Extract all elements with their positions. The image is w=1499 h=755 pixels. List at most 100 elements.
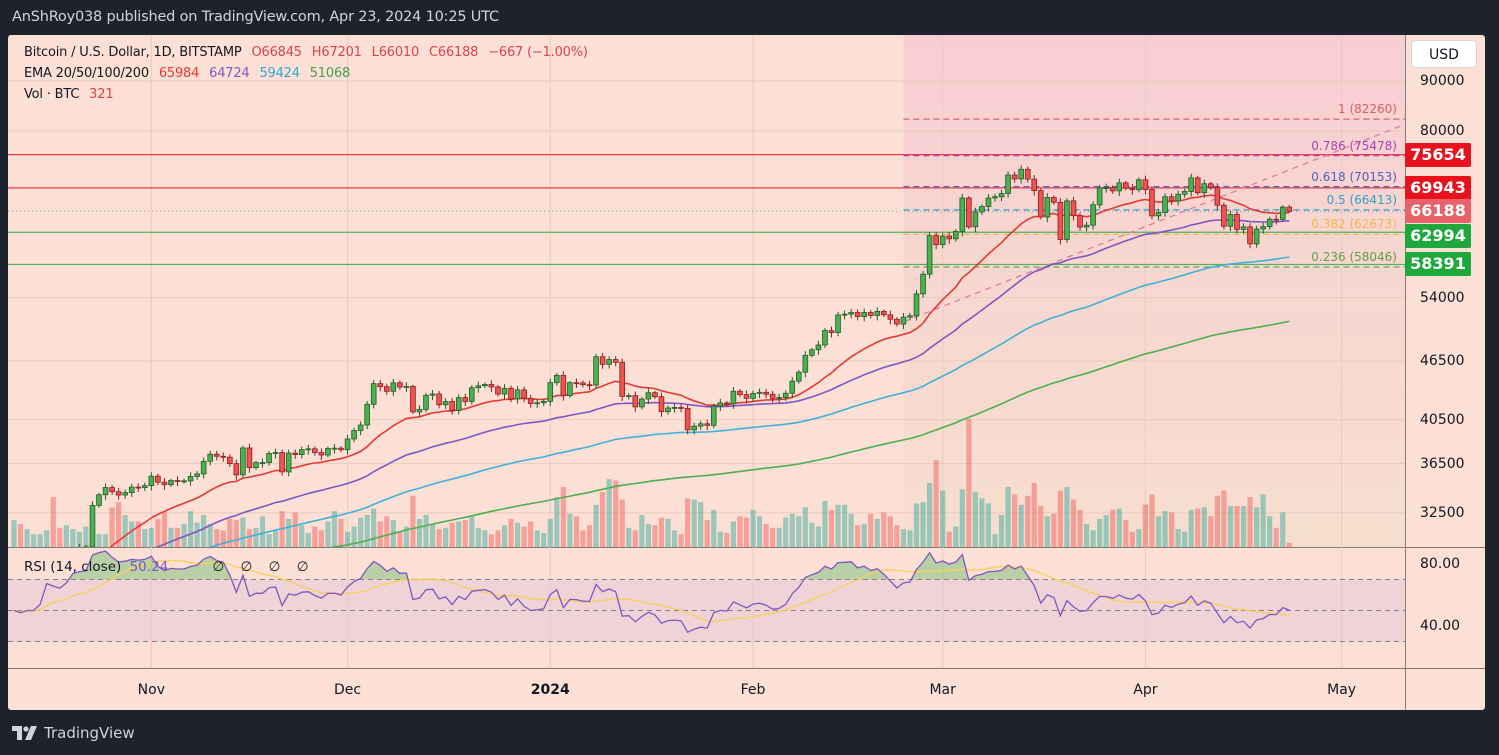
rsi-value: 50.24 [129,559,169,575]
volume-label[interactable]: Vol · BTC [24,87,80,102]
volume-bar [429,523,436,547]
candle [645,388,652,405]
volume-bar [972,491,978,547]
volume-bar [678,534,684,547]
volume-bar [1195,508,1201,547]
currency-button[interactable]: USD [1411,40,1477,68]
fib-level-label: 0.382 (62673) [1311,217,1397,232]
candle [1286,204,1293,213]
ema100-line [208,256,1290,547]
price-level-badge[interactable]: 75654 [1405,143,1471,167]
volume-bar [1208,516,1214,547]
fib-level-label: 0.618 (70153) [1311,169,1397,184]
candle [338,446,344,453]
rsi-label[interactable]: RSI (14, close) [24,559,122,575]
volume-bar [554,497,560,547]
candle [429,389,436,401]
candle-body [312,448,318,453]
candle-body [612,359,619,363]
volume-bar [593,504,599,547]
ema200-line [330,320,1290,547]
candle [586,380,593,391]
volume-bar [979,498,985,547]
candle [1142,175,1149,195]
candle-body [377,383,384,388]
volume-bar [1162,511,1168,547]
volume-bar [109,507,115,547]
candle [292,449,299,459]
volume-bar [148,527,154,547]
volume-bar [1273,527,1279,547]
candle [318,448,325,461]
candle-body [992,196,998,199]
candle [1214,183,1221,211]
volume-bar [927,483,933,547]
candle [1227,210,1234,231]
volume-bar [1221,490,1227,547]
candle-body [671,406,678,409]
candle [554,372,560,386]
price-level-badge[interactable]: 69943 [1405,176,1471,200]
candle-body [966,197,972,228]
rsi-legend: RSI (14, close) 50.24 ∅ ∅ ∅ ∅ [24,559,314,575]
time-tick-label: Apr [1133,682,1158,698]
volume-bar [1247,497,1253,547]
volume-bar [1110,509,1116,547]
volume-bar [174,527,181,547]
candle [357,421,364,436]
candle [769,390,776,403]
candle-body [213,453,220,457]
candle [442,397,449,410]
price-level-badge[interactable]: 58391 [1405,252,1471,276]
volume-bar [44,530,50,547]
ema-label[interactable]: EMA 20/50/100/200 [24,66,149,81]
candle-body [279,452,285,473]
candle-body [854,312,861,317]
candle [285,449,292,477]
volume-bar [1005,486,1011,547]
candle-body [894,318,900,325]
candle-body [652,392,658,398]
candle [521,386,527,403]
volume-bar [789,513,795,547]
candle [194,471,200,480]
candle [1247,223,1253,249]
volume-bar [273,530,279,547]
candle-body [344,438,351,451]
candle [213,450,220,461]
candle [1279,205,1286,222]
volume-bar [37,534,43,547]
volume-bar [600,491,606,547]
candle-body [802,354,809,373]
price-level-badge[interactable]: 62994 [1405,224,1471,248]
volume-bar [658,517,665,547]
volume-bar [959,489,965,547]
volume-bar [1031,483,1037,547]
volume-bar [227,518,233,547]
time-tick-label: Nov [137,682,165,698]
candle [436,390,442,409]
candle [397,380,403,390]
volume-bar [1286,542,1292,547]
volume-bar [907,530,913,547]
volume-bar [1168,512,1175,547]
volume-bar [756,516,763,547]
candle [468,385,475,405]
candle [246,443,253,473]
candle-body [77,548,82,551]
candle [1208,181,1214,190]
tradingview-logo-icon [12,726,37,740]
volume-bar [469,516,475,547]
volume-bar [841,504,848,547]
candle [377,379,384,392]
candle [926,232,933,279]
candle-body [325,448,331,456]
symbol-title[interactable]: Bitcoin / U.S. Dollar, 1D, BITSTAMP [24,45,242,60]
footer: TradingView [12,724,135,742]
volume-bar [1129,531,1135,547]
footer-brand[interactable]: TradingView [44,724,135,742]
volume-bar [586,525,593,547]
candle-body [475,385,482,389]
publish-info: AnShRoy038 published on TradingView.com,… [12,9,499,25]
